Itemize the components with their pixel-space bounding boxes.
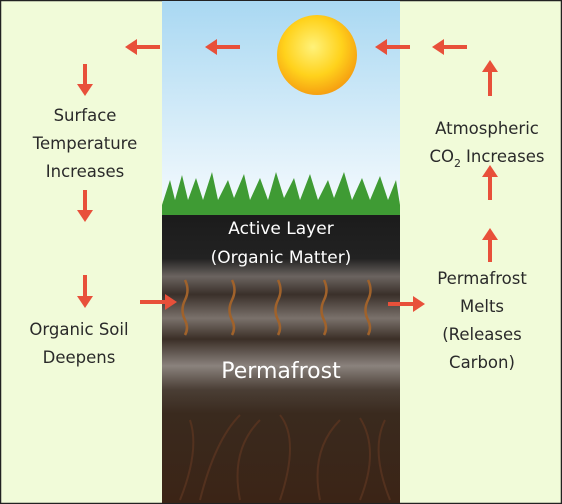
roots [179,414,391,501]
label: Organic Soil [29,320,128,339]
label: Increases [46,162,124,181]
label: (Releases [442,325,522,344]
arrow-head [77,84,93,96]
label: Melts [460,297,504,316]
label: Permafrost [437,269,527,288]
layer-label: Permafrost [221,359,341,384]
arrow-head [205,39,217,55]
arrow-head [77,296,93,308]
soil [162,205,400,503]
carbon-arrows [181,279,372,336]
label: Atmospheric [435,119,539,138]
layer-label: Active Layer [228,219,333,239]
label: Deepens [43,348,116,367]
label: Surface [54,106,117,125]
label: Carbon) [449,353,515,372]
label-part: Increases [466,147,544,166]
label: CO2 Increases [430,147,545,170]
arrow-head [375,39,387,55]
layer-label: (Organic Matter) [211,248,352,268]
arrows [77,39,498,312]
arrow-head [77,210,93,222]
grass [162,172,400,215]
arrow-head [482,165,498,177]
arrow-head [165,294,177,310]
arrow-head [482,228,498,240]
sky [162,1,400,201]
arrow-head [413,296,425,312]
label: Temperature [32,134,138,153]
sun [277,15,357,95]
arrow-head [125,39,137,55]
label-part: CO [430,147,455,166]
arrow-head [432,39,444,55]
subscript: 2 [454,157,461,170]
arrow-head [482,60,498,72]
